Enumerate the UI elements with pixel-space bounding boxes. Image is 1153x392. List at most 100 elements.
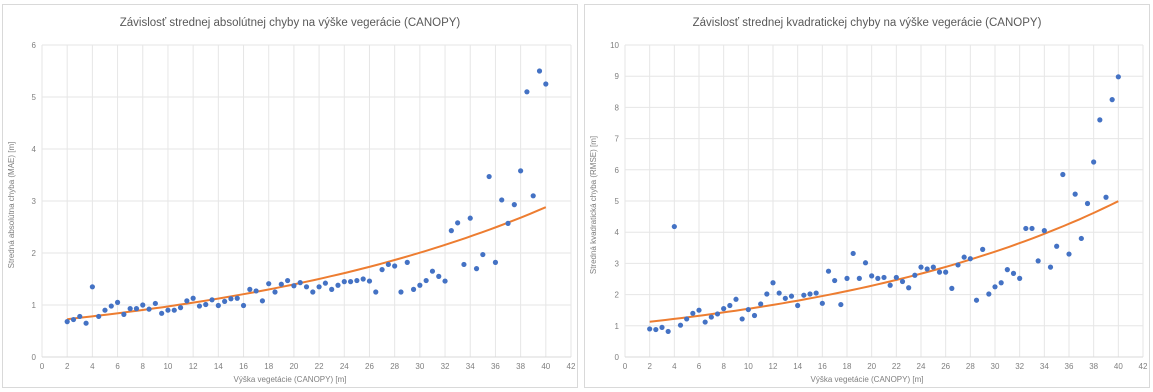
y-axis-label: Stredná absolútna chyba (MAE) [m] bbox=[7, 142, 16, 269]
data-point bbox=[936, 269, 943, 275]
exponential-trendline bbox=[649, 200, 1119, 323]
y-tick-label: 2 bbox=[32, 249, 37, 258]
data-point bbox=[973, 297, 980, 303]
chart-panel-mae: Závislosť strednej absolútnej chyby na v… bbox=[2, 4, 578, 388]
x-tick-label: 4 bbox=[90, 362, 95, 371]
data-point bbox=[751, 312, 758, 319]
data-point bbox=[745, 306, 751, 313]
x-tick-label: 30 bbox=[415, 362, 424, 371]
data-point bbox=[1041, 228, 1047, 234]
x-tick-label: 28 bbox=[966, 362, 975, 371]
data-point bbox=[228, 296, 234, 302]
data-point bbox=[96, 313, 102, 320]
x-tick-label: 2 bbox=[647, 362, 652, 371]
data-point bbox=[159, 310, 165, 316]
data-point bbox=[291, 283, 297, 289]
data-point bbox=[530, 193, 536, 199]
x-tick-label: 30 bbox=[991, 362, 1000, 371]
x-tick-label: 0 bbox=[623, 362, 628, 371]
data-point bbox=[171, 307, 177, 313]
data-point bbox=[442, 278, 448, 284]
x-tick-label: 18 bbox=[264, 362, 273, 371]
data-point bbox=[524, 89, 530, 95]
data-point bbox=[955, 262, 961, 268]
data-point bbox=[918, 264, 924, 270]
data-point bbox=[1097, 117, 1103, 123]
data-point bbox=[341, 279, 347, 285]
data-point bbox=[844, 275, 850, 281]
data-point bbox=[222, 298, 228, 304]
data-point bbox=[1109, 97, 1115, 103]
data-point bbox=[83, 320, 89, 326]
data-point bbox=[259, 298, 266, 304]
data-point bbox=[152, 300, 158, 307]
data-point bbox=[177, 305, 184, 311]
data-point bbox=[511, 202, 517, 208]
x-tick-label: 38 bbox=[1089, 362, 1098, 371]
y-tick-label: 10 bbox=[610, 41, 619, 50]
data-point bbox=[1084, 200, 1091, 207]
data-point bbox=[234, 295, 240, 301]
data-point bbox=[1066, 251, 1072, 257]
data-point bbox=[303, 284, 310, 290]
data-point bbox=[832, 277, 838, 284]
y-tick-label: 1 bbox=[32, 301, 37, 310]
data-point bbox=[240, 302, 247, 309]
data-point bbox=[899, 278, 906, 285]
data-point bbox=[930, 264, 936, 270]
x-tick-label: 8 bbox=[721, 362, 726, 371]
data-point bbox=[1115, 74, 1121, 80]
data-point bbox=[696, 307, 702, 313]
data-point bbox=[146, 306, 152, 312]
data-point bbox=[203, 301, 209, 308]
x-tick-label: 16 bbox=[818, 362, 827, 371]
data-point bbox=[310, 289, 316, 295]
x-tick-label: 10 bbox=[163, 362, 172, 371]
data-point bbox=[499, 197, 505, 203]
data-point bbox=[764, 291, 770, 297]
x-tick-label: 14 bbox=[793, 362, 802, 371]
data-point bbox=[998, 280, 1004, 286]
data-point bbox=[410, 286, 417, 292]
chart-title: Závislosť strednej kvadratickej chyby na… bbox=[693, 17, 1042, 29]
y-tick-label: 4 bbox=[32, 145, 37, 154]
y-tick-label: 5 bbox=[32, 93, 37, 102]
data-point bbox=[1023, 225, 1029, 232]
data-point bbox=[1017, 275, 1023, 281]
x-tick-label: 26 bbox=[941, 362, 950, 371]
x-tick-label: 40 bbox=[541, 362, 550, 371]
data-point bbox=[196, 303, 203, 309]
data-point bbox=[536, 68, 543, 74]
data-point bbox=[739, 316, 745, 322]
data-point bbox=[505, 220, 511, 226]
x-tick-label: 28 bbox=[390, 362, 399, 371]
data-point bbox=[708, 314, 714, 320]
data-point bbox=[461, 261, 467, 268]
x-tick-label: 40 bbox=[1114, 362, 1123, 371]
data-point bbox=[373, 289, 379, 295]
y-tick-labels: 0 1 2 3 4 5 6 bbox=[32, 41, 37, 362]
data-point bbox=[807, 291, 813, 297]
data-point bbox=[906, 285, 912, 291]
x-axis-label: Výška vegetácie (CANOPY) [m] bbox=[234, 375, 347, 384]
data-point bbox=[486, 173, 492, 180]
data-point bbox=[1103, 194, 1109, 200]
data-point bbox=[912, 272, 918, 278]
x-tick-label: 38 bbox=[516, 362, 525, 371]
trendline bbox=[649, 200, 1119, 323]
data-point bbox=[335, 282, 341, 288]
data-point bbox=[366, 278, 373, 284]
x-tick-label: 20 bbox=[289, 362, 298, 371]
data-point bbox=[480, 251, 486, 258]
gridlines bbox=[624, 44, 1144, 358]
data-point bbox=[64, 319, 70, 325]
data-point bbox=[776, 290, 782, 296]
x-tick-labels: 0 2 4 6 8 10 12 14 16 18 20 22 24 26 28 30 32 34 36 38 40 42 bbox=[623, 362, 1148, 371]
data-point bbox=[949, 285, 955, 291]
data-point bbox=[1047, 264, 1054, 270]
x-axis-label: Výška vegetácie (CANOPY) [m] bbox=[811, 375, 924, 384]
data-point bbox=[788, 293, 795, 299]
data-point bbox=[943, 269, 949, 275]
x-tick-labels: 0 2 4 6 8 10 12 14 16 18 20 22 24 26 28 30 32 34 36 38 40 42 bbox=[40, 362, 576, 371]
data-point bbox=[1060, 171, 1066, 178]
